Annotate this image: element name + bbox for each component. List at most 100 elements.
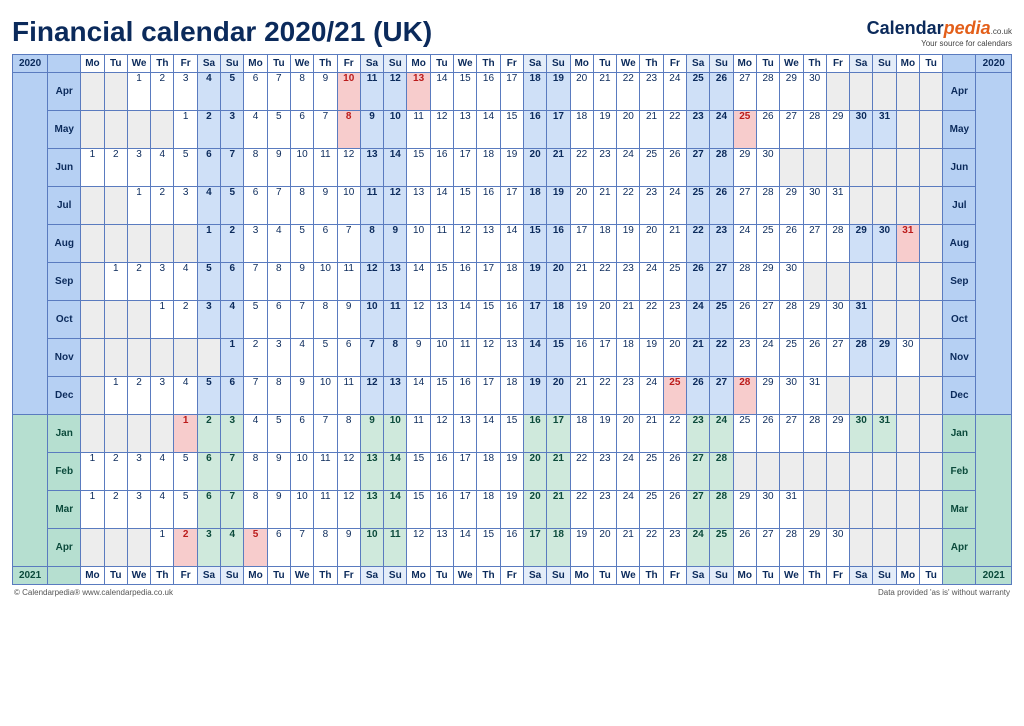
day-cell: 5 bbox=[244, 301, 267, 339]
day-cell: 24 bbox=[617, 149, 640, 187]
day-cell: 18 bbox=[477, 491, 500, 529]
empty-cell bbox=[826, 377, 849, 415]
day-cell: 8 bbox=[290, 187, 313, 225]
empty-cell bbox=[803, 149, 826, 187]
day-cell: 25 bbox=[663, 377, 686, 415]
month-label-right: Apr bbox=[943, 73, 976, 111]
dow-header: Fr bbox=[826, 55, 849, 73]
day-cell: 11 bbox=[430, 225, 453, 263]
empty-cell bbox=[174, 339, 197, 377]
dow-header: Sa bbox=[360, 567, 383, 585]
day-cell: 26 bbox=[710, 73, 733, 111]
day-cell: 5 bbox=[221, 187, 244, 225]
day-cell: 10 bbox=[384, 415, 407, 453]
day-cell: 26 bbox=[780, 225, 803, 263]
day-cell: 24 bbox=[710, 415, 733, 453]
day-cell: 8 bbox=[244, 149, 267, 187]
month-label-right: Jun bbox=[943, 149, 976, 187]
day-cell: 30 bbox=[756, 491, 779, 529]
day-cell: 5 bbox=[290, 225, 313, 263]
day-cell: 19 bbox=[523, 377, 546, 415]
day-cell: 9 bbox=[384, 225, 407, 263]
day-cell: 6 bbox=[244, 187, 267, 225]
day-cell: 11 bbox=[407, 111, 430, 149]
day-cell: 17 bbox=[454, 149, 477, 187]
day-cell: 15 bbox=[454, 187, 477, 225]
dow-header: Tu bbox=[430, 55, 453, 73]
day-cell: 1 bbox=[174, 415, 197, 453]
dow-header: Sa bbox=[687, 55, 710, 73]
dow-header: We bbox=[617, 55, 640, 73]
day-cell: 29 bbox=[873, 339, 896, 377]
day-cell: 11 bbox=[407, 415, 430, 453]
day-cell: 17 bbox=[477, 263, 500, 301]
day-cell: 24 bbox=[687, 529, 710, 567]
day-cell: 28 bbox=[710, 149, 733, 187]
day-cell: 21 bbox=[547, 453, 570, 491]
day-cell: 18 bbox=[547, 529, 570, 567]
empty-cell bbox=[850, 377, 873, 415]
day-cell: 1 bbox=[81, 491, 104, 529]
day-cell: 9 bbox=[360, 415, 383, 453]
empty-cell bbox=[850, 263, 873, 301]
day-cell: 4 bbox=[174, 263, 197, 301]
day-cell: 1 bbox=[104, 263, 127, 301]
dow-header: Fr bbox=[337, 55, 360, 73]
day-cell: 31 bbox=[803, 377, 826, 415]
day-cell: 11 bbox=[384, 301, 407, 339]
day-cell: 14 bbox=[407, 263, 430, 301]
day-cell: 29 bbox=[826, 111, 849, 149]
day-cell: 24 bbox=[710, 111, 733, 149]
day-cell: 9 bbox=[314, 187, 337, 225]
day-cell: 20 bbox=[570, 73, 593, 111]
day-cell: 7 bbox=[221, 149, 244, 187]
day-cell: 30 bbox=[803, 73, 826, 111]
dow-header: Tu bbox=[593, 55, 616, 73]
day-cell: 25 bbox=[687, 187, 710, 225]
day-cell: 28 bbox=[733, 377, 756, 415]
day-cell: 22 bbox=[687, 225, 710, 263]
day-cell: 16 bbox=[477, 73, 500, 111]
empty-cell bbox=[896, 187, 919, 225]
empty-cell bbox=[850, 491, 873, 529]
dow-header: Su bbox=[384, 567, 407, 585]
day-cell: 8 bbox=[314, 301, 337, 339]
dow-header: Th bbox=[477, 567, 500, 585]
day-cell: 24 bbox=[640, 377, 663, 415]
day-cell: 26 bbox=[687, 377, 710, 415]
dow-header: Th bbox=[477, 55, 500, 73]
day-cell: 14 bbox=[500, 225, 523, 263]
day-cell: 6 bbox=[197, 491, 220, 529]
dow-header: Fr bbox=[500, 567, 523, 585]
empty-cell bbox=[896, 111, 919, 149]
day-cell: 3 bbox=[127, 453, 150, 491]
day-cell: 27 bbox=[803, 225, 826, 263]
day-cell: 17 bbox=[523, 529, 546, 567]
day-cell: 5 bbox=[174, 453, 197, 491]
day-cell: 23 bbox=[663, 301, 686, 339]
day-cell: 4 bbox=[267, 225, 290, 263]
empty-cell bbox=[850, 529, 873, 567]
empty-cell bbox=[826, 263, 849, 301]
day-cell: 10 bbox=[337, 73, 360, 111]
day-cell: 15 bbox=[500, 415, 523, 453]
day-cell: 23 bbox=[617, 377, 640, 415]
day-cell: 27 bbox=[780, 111, 803, 149]
day-cell: 14 bbox=[384, 149, 407, 187]
day-cell: 24 bbox=[663, 187, 686, 225]
dow-header: Sa bbox=[850, 567, 873, 585]
day-cell: 26 bbox=[663, 149, 686, 187]
day-cell: 8 bbox=[384, 339, 407, 377]
month-header-spacer bbox=[48, 55, 81, 73]
day-cell: 12 bbox=[454, 225, 477, 263]
empty-cell bbox=[873, 453, 896, 491]
month-label-left: Apr bbox=[48, 529, 81, 567]
day-cell: 16 bbox=[430, 149, 453, 187]
day-cell: 5 bbox=[267, 111, 290, 149]
empty-cell bbox=[104, 73, 127, 111]
day-cell: 13 bbox=[454, 111, 477, 149]
day-cell: 27 bbox=[710, 377, 733, 415]
empty-cell bbox=[127, 225, 150, 263]
day-cell: 30 bbox=[780, 263, 803, 301]
day-cell: 12 bbox=[430, 415, 453, 453]
